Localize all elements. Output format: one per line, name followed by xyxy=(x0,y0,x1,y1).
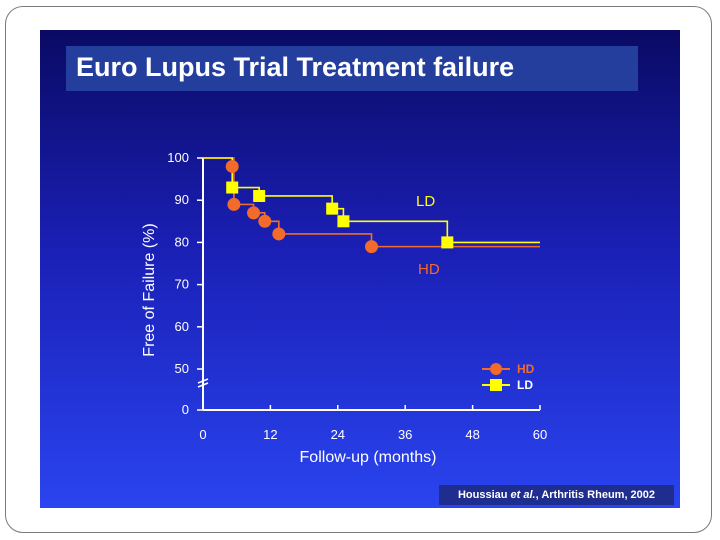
data-point-hd xyxy=(247,206,261,220)
y-axis-label: Free of Failure (%) xyxy=(141,223,158,356)
citation-author: Houssiau xyxy=(457,489,508,501)
data-point-ld xyxy=(337,215,350,228)
y-tick-label: 50 xyxy=(175,361,189,376)
data-point-hd xyxy=(272,227,286,241)
series-line-hd xyxy=(203,157,540,248)
citation-etal: et al. xyxy=(510,489,536,501)
legend-ld-marker xyxy=(490,379,502,391)
slide-title: Euro Lupus Trial Treatment failure xyxy=(76,52,515,82)
data-point-ld xyxy=(226,181,239,194)
y-tick-label: 100 xyxy=(167,150,189,165)
chart-axes xyxy=(197,158,540,411)
annotation-ld: LD xyxy=(416,193,435,210)
legend-ld-label: LD xyxy=(517,378,533,392)
legend-hd-label: HD xyxy=(517,362,535,376)
legend-hd-marker xyxy=(490,363,502,375)
data-point-hd xyxy=(225,159,239,173)
x-tick-label: 0 xyxy=(199,427,206,442)
x-tick-label: 48 xyxy=(465,427,479,442)
annotation-hd: HD xyxy=(418,261,440,278)
title-banner: Euro Lupus Trial Treatment failure xyxy=(66,46,638,91)
x-tick-label: 24 xyxy=(331,427,345,442)
data-point-hd xyxy=(365,240,378,254)
y-tick-label: 60 xyxy=(175,319,189,334)
citation: Houssiau et al., Arthritis Rheum, 2002 xyxy=(439,485,674,505)
y-tick-label: 80 xyxy=(175,234,189,249)
x-axis-label: Follow-up (months) xyxy=(300,449,437,466)
data-point-ld xyxy=(441,236,454,249)
citation-source: , Arthritis Rheum, 2002 xyxy=(535,489,656,501)
x-tick-label: 12 xyxy=(263,427,277,442)
slide-background xyxy=(40,30,680,508)
chart-legend: HD LD xyxy=(482,362,535,392)
x-tick-label: 36 xyxy=(398,427,412,442)
data-point-ld xyxy=(253,189,266,202)
y-tick-label: 70 xyxy=(175,277,189,292)
data-point-hd xyxy=(258,214,272,228)
data-point-ld xyxy=(326,202,339,215)
y-tick-label: 90 xyxy=(175,192,189,207)
data-point-hd xyxy=(227,197,241,211)
y-axis-break-icon xyxy=(197,378,209,388)
x-tick-label: 60 xyxy=(533,427,547,442)
y-tick-label: 0 xyxy=(182,402,189,417)
